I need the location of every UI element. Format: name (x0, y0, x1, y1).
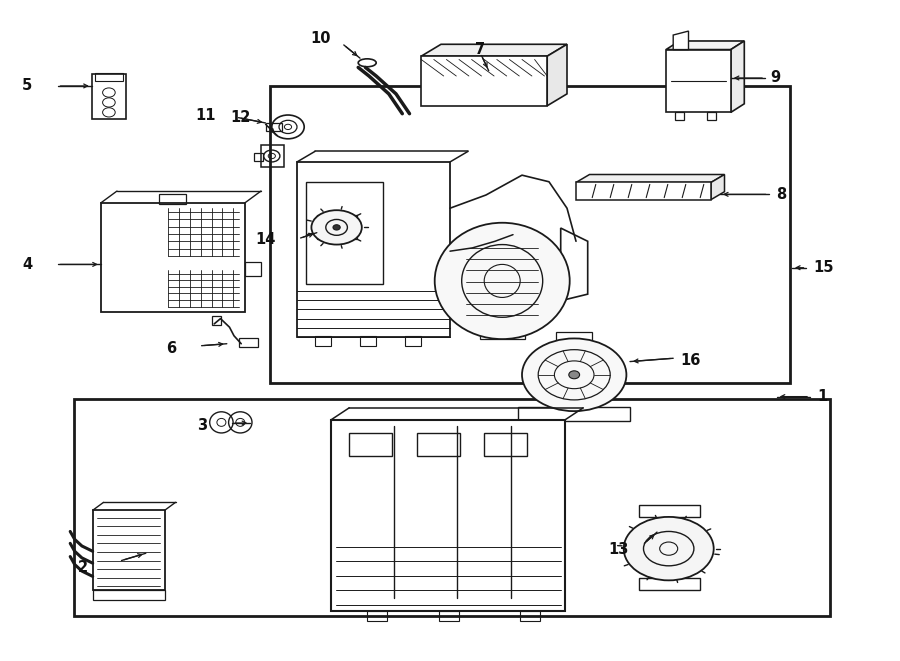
Bar (93, 510, 165, 590)
Bar (261, 145, 284, 167)
Bar (306, 182, 382, 284)
Ellipse shape (311, 210, 362, 245)
Polygon shape (666, 41, 744, 50)
Polygon shape (421, 44, 567, 56)
Bar (270, 86, 790, 383)
Ellipse shape (624, 517, 714, 580)
Text: 7: 7 (475, 42, 485, 57)
Bar (520, 611, 540, 621)
Bar (706, 112, 716, 120)
Bar (480, 326, 525, 339)
Bar (518, 407, 630, 421)
Polygon shape (673, 31, 689, 50)
Bar (484, 433, 527, 456)
Bar (576, 182, 711, 200)
Bar (405, 336, 421, 346)
Text: 16: 16 (680, 354, 701, 368)
Bar (245, 262, 261, 276)
Bar (297, 162, 450, 337)
Text: 3: 3 (197, 418, 207, 433)
Text: 8: 8 (776, 187, 786, 202)
Polygon shape (731, 41, 744, 112)
Bar (254, 153, 263, 161)
Ellipse shape (522, 338, 626, 411)
Ellipse shape (435, 223, 570, 339)
Bar (315, 336, 331, 346)
Polygon shape (576, 175, 724, 182)
Bar (439, 611, 459, 621)
Text: 6: 6 (166, 341, 176, 356)
Text: 9: 9 (770, 71, 780, 85)
Bar (349, 433, 392, 456)
Bar (639, 578, 700, 590)
Bar (367, 611, 387, 621)
Bar (317, 215, 357, 221)
Text: 15: 15 (814, 260, 834, 275)
Bar (675, 112, 684, 120)
Bar (212, 316, 220, 325)
Bar (159, 194, 186, 204)
Polygon shape (547, 44, 567, 106)
Bar (317, 234, 357, 239)
Text: 5: 5 (22, 79, 32, 93)
Ellipse shape (333, 225, 340, 230)
Bar (556, 332, 592, 342)
Polygon shape (711, 175, 724, 200)
Bar (238, 338, 258, 347)
Text: 13: 13 (608, 543, 628, 557)
Bar (94, 73, 123, 81)
Bar (93, 590, 165, 600)
Bar (92, 74, 126, 119)
Bar (666, 50, 731, 112)
Bar (360, 336, 376, 346)
Bar (421, 56, 547, 106)
Text: 12: 12 (230, 110, 250, 125)
Bar (266, 123, 282, 131)
Bar (101, 203, 245, 312)
Text: 11: 11 (195, 108, 216, 122)
Text: 4: 4 (22, 257, 32, 272)
Ellipse shape (569, 371, 580, 379)
Text: 14: 14 (255, 232, 275, 247)
Text: 10: 10 (310, 31, 331, 46)
Text: 1: 1 (817, 389, 827, 404)
Text: 2: 2 (78, 560, 88, 574)
Bar (639, 505, 700, 517)
Bar (331, 420, 565, 611)
Bar (74, 399, 830, 616)
Bar (417, 433, 460, 456)
